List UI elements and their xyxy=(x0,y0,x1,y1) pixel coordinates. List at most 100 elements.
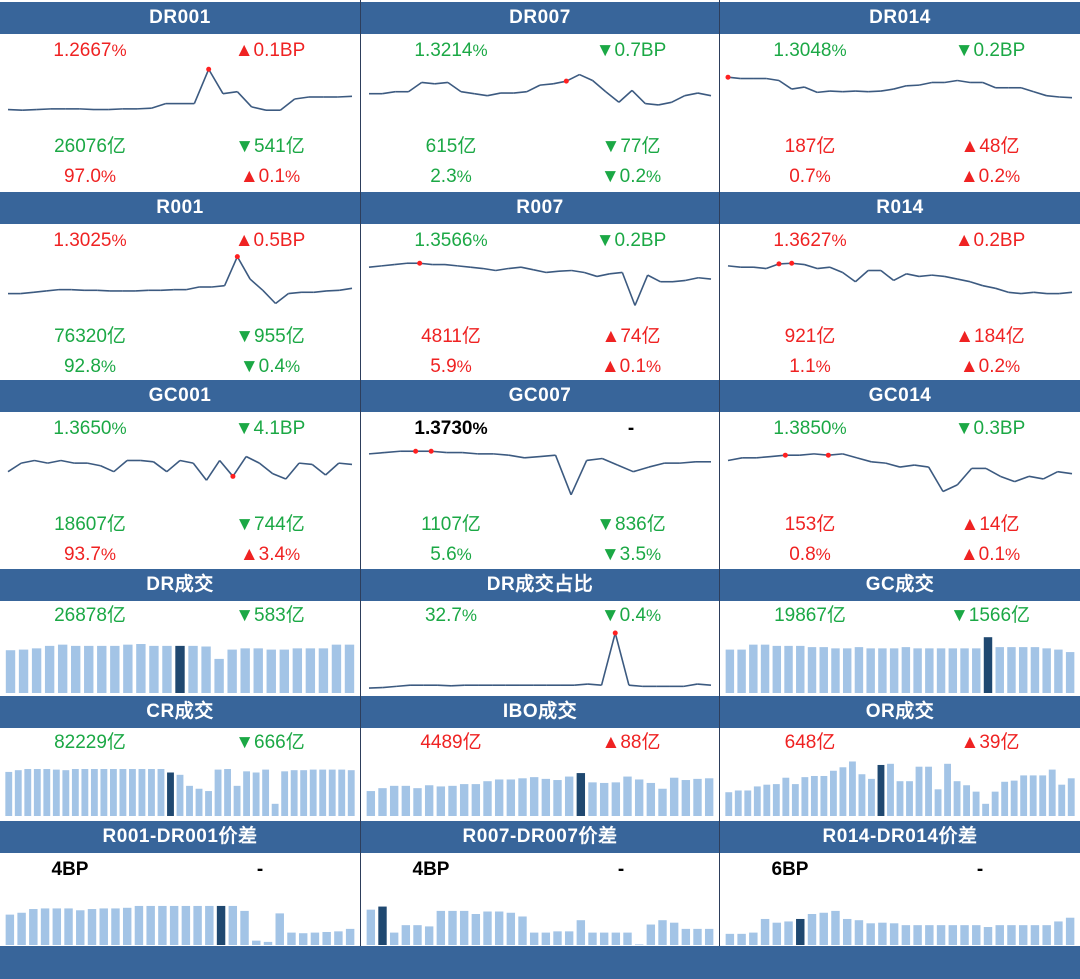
line-segment xyxy=(232,456,247,477)
bar xyxy=(588,932,597,945)
line-segment xyxy=(285,462,300,480)
bar xyxy=(123,644,133,693)
dr001-volume: 26076亿 xyxy=(10,136,170,158)
line-segment xyxy=(382,685,397,689)
gc007-rate-unit: % xyxy=(472,419,488,438)
line-segment xyxy=(574,683,588,686)
bar xyxy=(240,648,250,693)
gc001-share-change-unit: % xyxy=(285,545,301,564)
gc001-rate-change: ▼4.1BP xyxy=(200,418,340,440)
bar xyxy=(471,784,481,816)
r014-volume-change-value: ▲184亿 xyxy=(955,326,1025,347)
r014-rate-change: ▲0.2BP xyxy=(920,230,1060,252)
dr014-volume-change-value: ▲48亿 xyxy=(960,136,1020,157)
dr001-volume-change-value: ▼541亿 xyxy=(235,136,305,157)
line-segment xyxy=(384,450,401,454)
line-segment xyxy=(1046,94,1060,98)
line-segment xyxy=(631,89,646,105)
line-segment xyxy=(222,90,238,95)
line-segment xyxy=(1014,475,1030,483)
bar xyxy=(681,928,691,945)
line-segment xyxy=(396,684,411,688)
bar xyxy=(960,648,969,693)
bar xyxy=(448,910,457,945)
r014-volume-change: ▲184亿 xyxy=(920,326,1060,348)
bar xyxy=(936,648,946,693)
gc001-rate-unit: % xyxy=(111,419,127,438)
bar xyxy=(1054,921,1063,945)
bar xyxy=(347,770,355,816)
bar xyxy=(233,785,241,816)
line-segment xyxy=(408,81,423,93)
line-segment xyxy=(474,92,488,97)
line-segment xyxy=(487,92,501,97)
r001-share: 92.8% xyxy=(10,356,170,378)
bar xyxy=(459,910,469,945)
bar xyxy=(693,928,702,945)
gc007-rate-change: - xyxy=(561,418,701,440)
bar xyxy=(290,770,298,816)
bar xyxy=(436,786,446,816)
r001-volume-change: ▼955亿 xyxy=(200,326,340,348)
line-segment xyxy=(1020,86,1035,93)
r007-share-value: 5.9 xyxy=(430,356,457,377)
line-segment xyxy=(698,276,712,280)
line-segment xyxy=(683,683,698,688)
spread-1-change-value: - xyxy=(617,859,625,880)
dr001-rate: 1.2667% xyxy=(10,40,170,62)
gc014-rate-value: 1.3850 xyxy=(773,418,832,439)
gc014-volume: 153亿 xyxy=(730,514,890,536)
vol-5-change: ▲39亿 xyxy=(920,732,1060,754)
line-segment xyxy=(1057,470,1073,475)
vol-2-value-value: 19867亿 xyxy=(774,605,846,626)
line-segment xyxy=(944,79,958,84)
bar xyxy=(43,769,51,816)
line-segment xyxy=(618,89,633,103)
r014-share: 1.1% xyxy=(730,356,890,378)
bar xyxy=(796,645,805,693)
dr014-share-change-unit: % xyxy=(1005,167,1021,186)
bar xyxy=(292,648,303,693)
line-segment xyxy=(447,81,462,93)
dr001-rate-value: 1.2667 xyxy=(53,40,112,61)
bar xyxy=(345,928,355,945)
bar xyxy=(252,940,261,945)
line-segment xyxy=(592,79,607,93)
dr001-rate-unit: % xyxy=(111,41,127,60)
line-segment xyxy=(817,266,831,270)
line-segment xyxy=(508,454,525,459)
bar xyxy=(1039,775,1047,816)
column-divider xyxy=(360,0,361,946)
spread-2-change-value: - xyxy=(976,859,984,880)
bar xyxy=(819,912,828,945)
line-segment xyxy=(7,108,23,111)
chart-GC成交 xyxy=(725,637,1075,693)
gc014-share-change: ▲0.1% xyxy=(920,544,1060,566)
bar xyxy=(138,769,146,816)
highlight-point xyxy=(413,448,419,454)
dr014-share: 0.7% xyxy=(730,166,890,188)
chart-OR成交 xyxy=(725,761,1075,816)
line-segment xyxy=(697,92,712,97)
bar xyxy=(842,918,852,945)
bar xyxy=(483,781,492,816)
chart-R014 xyxy=(727,260,1073,295)
r007-rate-change-value: ▼0.2BP xyxy=(595,230,667,251)
r007-share: 5.9% xyxy=(371,356,531,378)
line-segment xyxy=(906,273,920,278)
r014-share-unit: % xyxy=(815,357,831,376)
line-segment xyxy=(470,266,484,270)
panel-title-dr014: DR014 xyxy=(720,2,1080,34)
bar xyxy=(122,907,132,945)
gc007-share-change-value: ▼3.5 xyxy=(600,544,647,565)
line-segment xyxy=(753,266,767,270)
bar xyxy=(331,644,342,693)
bar xyxy=(263,941,273,945)
gc001-rate-change-value: ▼4.1BP xyxy=(234,418,306,439)
chart-R001 xyxy=(8,254,353,305)
r007-volume-value: 4811亿 xyxy=(421,326,481,347)
line-segment xyxy=(526,84,541,93)
chart-GC001 xyxy=(7,455,353,481)
vol-1-change: ▼0.4% xyxy=(561,605,701,627)
